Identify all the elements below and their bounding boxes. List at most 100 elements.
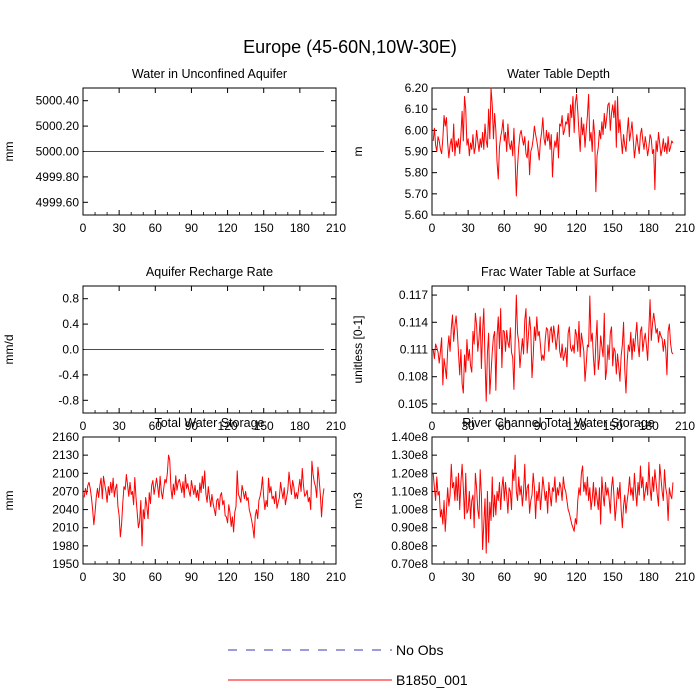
chart0-ytick-label: 4999.80 (36, 170, 80, 184)
chart4-plot-frame (82, 436, 337, 565)
chart5-xtick-label: 60 (498, 570, 512, 584)
chart5-ytick-label: 0.80e8 (391, 539, 428, 553)
chart0-title: Water in Unconfined Aquifer (132, 67, 287, 81)
chart1-ylabel: m (351, 147, 365, 157)
chart2-ytick-label: 0.4 (62, 317, 79, 331)
chart0-xtick-label: 180 (290, 221, 310, 235)
chart0-xtick-label: 90 (185, 221, 199, 235)
panel-water-in-unconfined-aquifer: Water in Unconfined Aquifer mm 0 30 60 90 120 1… (2, 67, 346, 235)
chart2-ytick-label: 0.0 (62, 343, 79, 357)
chart3-ytick-label: 0.111 (400, 343, 429, 357)
chart0-ytick-label: 5000.00 (36, 145, 80, 159)
chart2-title: Aquifer Recharge Rate (146, 265, 273, 279)
chart4-xtick-label: 30 (112, 570, 126, 584)
chart5-ytick-label: 0.90e8 (391, 521, 428, 535)
chart1-xtick-label: 60 (498, 221, 512, 235)
chart2-ytick-label: -0.8 (58, 393, 79, 407)
chart1-xtick-label: 210 (675, 221, 695, 235)
chart5-title: River Channel Total Water Storage (462, 416, 655, 430)
chart5-ytick-label: 1.00e8 (391, 503, 428, 517)
chart3-ytick-label: 0.105 (398, 397, 428, 411)
chart3-xtick-label: 120 (567, 419, 587, 433)
chart0-xtick-label: 150 (254, 221, 274, 235)
chart2-xtick-label: 210 (326, 419, 346, 433)
chart1-ytick-label: 5.70 (405, 187, 429, 201)
chart3-xtick-label: 30 (461, 419, 475, 433)
chart2-xtick-label: 60 (149, 419, 163, 433)
panel-river-channel-total-water-storage: River Channel Total Water Storage m3 0 30 60… (351, 416, 695, 584)
chart0-ytick-label: 5000.40 (36, 94, 80, 108)
chart3-ylabel: unitless [0-1] (351, 315, 365, 383)
chart1-xtick-label: 180 (639, 221, 659, 235)
chart3-xtick-label: 60 (498, 419, 512, 433)
chart1-ytick-label: 5.80 (405, 166, 429, 180)
chart2-xtick-label: 150 (254, 419, 274, 433)
chart3-xtick-label: 180 (639, 419, 659, 433)
legend-label-no-obs: No Obs (396, 642, 443, 658)
chart0-xtick-label: 120 (218, 221, 238, 235)
chart1-xtick-label: 90 (534, 221, 548, 235)
chart5-ytick-label: 1.10e8 (391, 484, 428, 498)
chart2-xtick-label: 0 (80, 419, 87, 433)
chart5-xtick-label: 180 (639, 570, 659, 584)
chart5-xtick-label: 120 (567, 570, 587, 584)
chart4-xtick-label: 210 (326, 570, 346, 584)
panel-aquifer-recharge-rate: Aquifer Recharge Rate mm/d 0 30 60 90 120 150 18… (2, 265, 346, 433)
chart5-ytick-label: 1.20e8 (391, 466, 428, 480)
chart5-xtick-label: 90 (534, 570, 548, 584)
chart1-series-line (432, 87, 674, 197)
chart5-ytick-label: 1.30e8 (391, 448, 428, 462)
chart4-series-line (83, 454, 325, 547)
chart2-xtick-label: 90 (185, 419, 199, 433)
chart3-ytick-label: 0.108 (398, 370, 428, 384)
chart4-ytick-label: 2160 (52, 430, 79, 444)
chart3-ytick-label: 0.117 (399, 288, 428, 302)
chart4-xtick-label: 120 (218, 570, 238, 584)
chart4-title: Total Water Storage (154, 416, 264, 430)
chart1-title: Water Table Depth (507, 67, 610, 81)
chart3-ytick-label: 0.114 (399, 315, 428, 329)
legend: No Obs B1850_001 (228, 642, 468, 688)
chart4-ytick-label: 2010 (52, 521, 79, 535)
chart5-xtick-label: 30 (461, 570, 475, 584)
chart3-xtick-label: 0 (429, 419, 436, 433)
chart4-xtick-label: 150 (254, 570, 274, 584)
chart4-xtick-label: 90 (185, 570, 199, 584)
chart3-title: Frac Water Table at Surface (481, 265, 636, 279)
chart5-ylabel: m3 (351, 492, 365, 509)
chart4-ylabel: mm (2, 491, 16, 511)
chart1-ytick-label: 6.00 (405, 123, 429, 137)
chart0-xtick-label: 30 (112, 221, 126, 235)
chart1-xtick-label: 150 (603, 221, 623, 235)
chart0-ylabel: mm (2, 142, 16, 162)
chart4-ytick-label: 2100 (52, 466, 79, 480)
chart2-ylabel: mm/d (2, 335, 16, 365)
chart1-xtick-label: 30 (461, 221, 475, 235)
chart1-ytick-label: 5.60 (405, 208, 429, 222)
figure-title: Europe (45-60N,10W-30E) (243, 37, 457, 57)
chart0-ytick-label: 4999.60 (36, 195, 80, 209)
chart3-xtick-label: 90 (534, 419, 548, 433)
chart5-xtick-label: 210 (675, 570, 695, 584)
chart4-ytick-label: 2070 (52, 484, 79, 498)
chart4-xtick-label: 0 (80, 570, 87, 584)
chart1-xtick-label: 120 (567, 221, 587, 235)
chart2-ytick-label: -0.4 (58, 368, 79, 382)
chart2-xtick-label: 120 (218, 419, 238, 433)
chart4-ytick-label: 1980 (52, 539, 79, 553)
chart5-series-line (432, 454, 674, 554)
chart3-xtick-label: 150 (603, 419, 623, 433)
chart0-xtick-label: 210 (326, 221, 346, 235)
chart5-ytick-label: 0.70e8 (391, 557, 428, 571)
chart1-xtick-label: 0 (429, 221, 436, 235)
chart1-ytick-label: 5.90 (405, 145, 429, 159)
panel-water-table-depth: Water Table Depth m 0 30 60 90 120 150 180 210 5.6… (351, 67, 695, 235)
chart1-ytick-label: 6.20 (405, 81, 429, 95)
chart4-xtick-label: 180 (290, 570, 310, 584)
chart4-ytick-label: 1950 (52, 557, 79, 571)
legend-label-b1850-001: B1850_001 (396, 672, 468, 688)
chart4-xtick-label: 60 (149, 570, 163, 584)
chart5-xtick-label: 150 (603, 570, 623, 584)
chart4-ytick-label: 2040 (52, 503, 79, 517)
